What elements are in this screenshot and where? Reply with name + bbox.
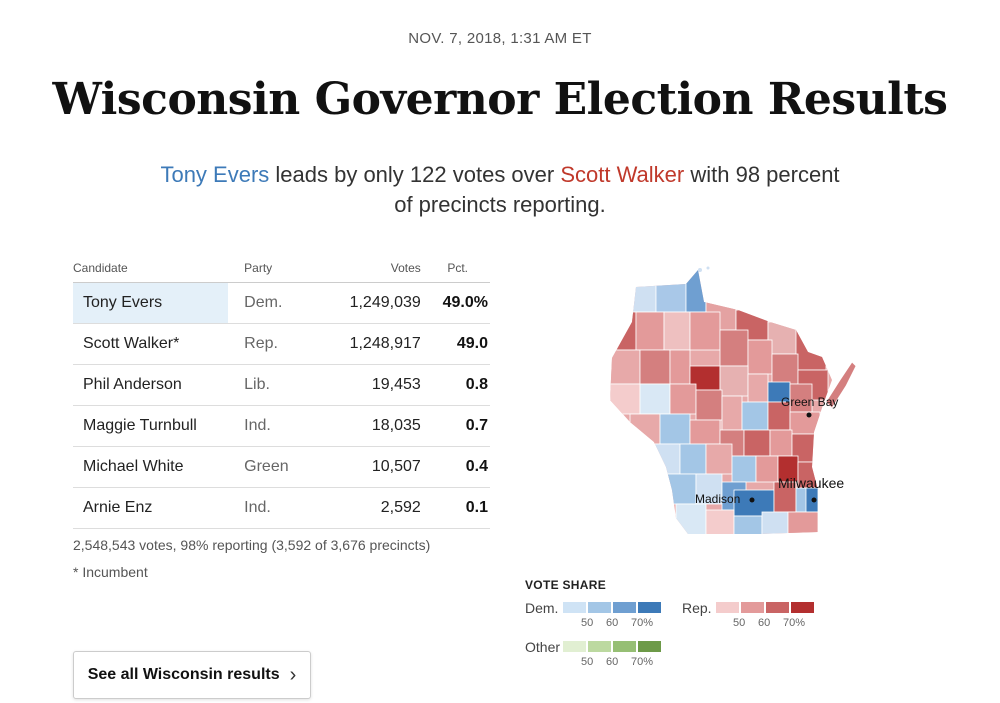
candidate-votes: 18,035 <box>325 405 421 447</box>
city-label-milwaukee: Milwaukee <box>778 475 844 491</box>
candidate-party: Ind. <box>228 487 326 529</box>
candidate-votes: 10,507 <box>325 446 421 488</box>
madison-marker <box>749 497 755 503</box>
table-row: Michael White Green 10,507 0.4 <box>73 446 490 488</box>
legend-other-swatches <box>563 641 661 652</box>
county-grid <box>610 270 832 534</box>
summary-text-part-2: with 98 percent of precincts reporting. <box>394 162 840 217</box>
candidate-votes: 1,249,039 <box>325 282 421 324</box>
header-pct: Pct. <box>420 258 490 283</box>
legend-swatch <box>638 602 661 613</box>
results-table: Candidate Party Votes Pct. Tony Evers De… <box>73 258 490 529</box>
vote-share-legend: VOTE SHARE Dem. 50 60 70% Rep. 50 60 70%… <box>525 578 845 678</box>
candidate-pct: 0.4 <box>420 446 490 488</box>
summary-text-part-1: leads by only 122 votes over <box>269 162 561 187</box>
city-label-madison: Madison <box>695 492 740 506</box>
island <box>706 266 710 270</box>
green-bay-marker <box>806 412 812 418</box>
legend-swatch <box>741 602 764 613</box>
legend-swatch <box>588 641 611 652</box>
candidate-party: Rep. <box>228 323 326 365</box>
candidate-votes: 1,248,917 <box>325 323 421 365</box>
legend-tick: 50 <box>581 617 594 629</box>
summary-rep-candidate: Scott Walker <box>560 162 685 187</box>
candidate-pct: 49.0 <box>420 323 490 365</box>
legend-tick: 50 <box>733 617 746 629</box>
legend-dem-swatches <box>563 602 661 613</box>
chevron-right-icon: › <box>289 663 297 686</box>
candidate-pct: 49.0% <box>420 282 490 324</box>
table-row: Maggie Turnbull Ind. 18,035 0.7 <box>73 405 490 447</box>
legend-swatch <box>588 602 611 613</box>
incumbent-note: * Incumbent <box>73 564 148 580</box>
city-label-green-bay: Green Bay <box>781 395 838 409</box>
table-header-row: Candidate Party Votes Pct. <box>73 258 490 283</box>
table-row: Scott Walker* Rep. 1,248,917 49.0 <box>73 323 490 365</box>
legend-dem-label: Dem. <box>525 600 559 616</box>
legend-tick: 60 <box>606 617 619 629</box>
header-candidate: Candidate <box>73 258 229 283</box>
legend-swatch <box>613 602 636 613</box>
candidate-party: Lib. <box>228 364 326 406</box>
legend-tick: 50 <box>581 656 594 668</box>
candidate-name: Maggie Turnbull <box>73 405 229 447</box>
legend-rep-swatches <box>716 602 814 613</box>
summary-dem-candidate: Tony Evers <box>160 162 270 187</box>
legend-swatch <box>791 602 814 613</box>
vote-totals: 2,548,543 votes, 98% reporting (3,592 of… <box>73 537 431 553</box>
legend-tick: 70% <box>783 617 806 629</box>
table-row: Tony Evers Dem. 1,249,039 49.0% <box>73 282 490 324</box>
candidate-party: Ind. <box>228 405 326 447</box>
legend-swatch <box>563 602 586 613</box>
table-row: Phil Anderson Lib. 19,453 0.8 <box>73 364 490 406</box>
candidate-votes: 19,453 <box>325 364 421 406</box>
header-party: Party <box>228 258 326 283</box>
header-votes: Votes <box>325 258 421 283</box>
summary-text: Tony Evers leads by only 122 votes over … <box>150 160 850 220</box>
candidate-votes: 2,592 <box>325 487 421 529</box>
legend-tick: 60 <box>758 617 771 629</box>
wisconsin-county-map[interactable]: Green Bay Milwaukee Madison <box>600 262 862 537</box>
legend-swatch <box>613 641 636 652</box>
candidate-party: Green <box>228 446 326 488</box>
candidate-name: Arnie Enz <box>73 487 229 529</box>
door-peninsula <box>825 361 857 409</box>
page-title: Wisconsin Governor Election Results <box>52 74 948 125</box>
legend-swatch <box>766 602 789 613</box>
island <box>698 268 702 272</box>
legend-swatch <box>563 641 586 652</box>
legend-other-label: Other <box>525 639 561 655</box>
see-all-results-button[interactable]: See all Wisconsin results › <box>73 651 311 699</box>
candidate-name: Tony Evers <box>73 282 229 324</box>
legend-swatch <box>716 602 739 613</box>
dateline: NOV. 7, 2018, 1:31 AM ET <box>408 30 592 47</box>
legend-tick: 70% <box>631 656 654 668</box>
milwaukee-marker <box>811 497 817 503</box>
candidate-pct: 0.8 <box>420 364 490 406</box>
legend-tick: 60 <box>606 656 619 668</box>
candidate-name: Michael White <box>73 446 229 488</box>
see-all-label: See all Wisconsin results <box>87 666 280 683</box>
table-row: Arnie Enz Ind. 2,592 0.1 <box>73 487 490 529</box>
legend-tick: 70% <box>631 617 654 629</box>
legend-rep-label: Rep. <box>682 600 712 616</box>
candidate-pct: 0.7 <box>420 405 490 447</box>
candidate-party: Dem. <box>228 282 326 324</box>
candidate-pct: 0.1 <box>420 487 490 529</box>
candidate-name: Scott Walker* <box>73 323 229 365</box>
legend-title: VOTE SHARE <box>525 578 607 592</box>
legend-swatch <box>638 641 661 652</box>
candidate-name: Phil Anderson <box>73 364 229 406</box>
